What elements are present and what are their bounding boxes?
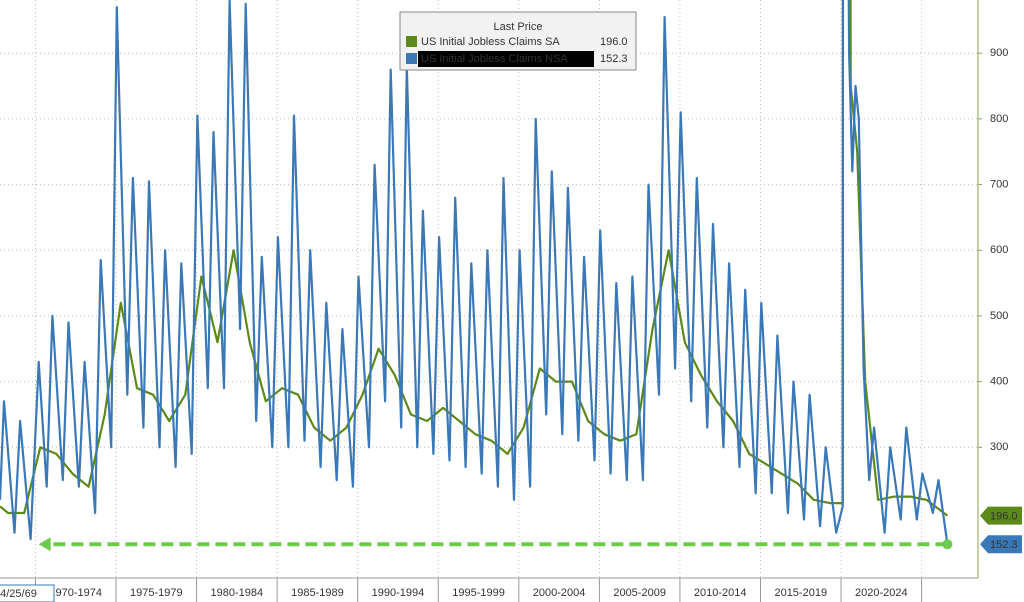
y-tick-label: 700 <box>990 178 1008 190</box>
legend-swatch <box>406 53 417 64</box>
x-tick-label: 1970-1974 <box>49 587 102 599</box>
y-tick-label: 400 <box>990 376 1008 388</box>
cursor-box <box>0 584 55 602</box>
legend-label: US Initial Jobless Claims NSA <box>421 53 568 65</box>
cursor-label: 04/25/69 <box>0 588 37 600</box>
legend-value: 196.0 <box>600 36 628 48</box>
legend-highlight <box>418 51 594 67</box>
overlay: 04/25/69 196.0 152.3 <box>0 506 1022 602</box>
legend-label: US Initial Jobless Claims SA <box>421 36 560 48</box>
x-tick-label: 1990-1994 <box>372 587 425 599</box>
x-tick-label: 2010-2014 <box>694 587 747 599</box>
last-value-box <box>980 506 1022 525</box>
x-tick-label: 1995-1999 <box>452 587 505 599</box>
series-line <box>0 0 949 517</box>
x-tick-label: 2020-2024 <box>855 587 908 599</box>
last-value-label: 196.0 <box>990 511 1018 523</box>
y-tick-label: 900 <box>990 47 1008 59</box>
legend-title: Last Price <box>494 21 543 33</box>
x-tick-label: 2015-2019 <box>774 587 827 599</box>
x-tick-label: 1985-1989 <box>291 587 344 599</box>
arrow-head <box>38 537 51 552</box>
y-tick-label: 500 <box>990 310 1008 322</box>
y-tick-label: 300 <box>990 441 1008 453</box>
plot <box>0 0 949 545</box>
y-tick-label: 600 <box>990 244 1008 256</box>
last-value-box <box>980 535 1022 554</box>
legend: Last Price US Initial Jobless Claims SA 1… <box>399 11 637 71</box>
last-value-label: 152.3 <box>990 539 1018 551</box>
x-tick-label: 2005-2009 <box>613 587 666 599</box>
y-tick-label: 800 <box>990 113 1008 125</box>
legend-value: 152.3 <box>600 53 628 65</box>
x-tick-label: 1975-1979 <box>130 587 183 599</box>
x-tick-label: 1980-1984 <box>211 587 264 599</box>
series-line <box>0 0 949 545</box>
arrow-dot <box>942 539 953 550</box>
x-tick-label: 2000-2004 <box>533 587 586 599</box>
legend-swatch <box>406 36 417 47</box>
